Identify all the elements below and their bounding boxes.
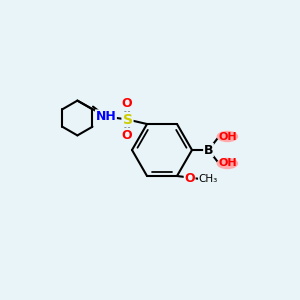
Ellipse shape: [217, 131, 238, 142]
Ellipse shape: [217, 158, 238, 169]
Text: OH: OH: [218, 158, 237, 169]
Text: O: O: [122, 129, 132, 142]
Text: B: B: [204, 143, 213, 157]
Text: O: O: [184, 172, 195, 185]
Text: S: S: [122, 112, 133, 127]
Text: CH₃: CH₃: [199, 174, 218, 184]
Text: NH: NH: [95, 110, 116, 123]
Text: O: O: [122, 98, 132, 110]
Text: OH: OH: [218, 131, 237, 142]
